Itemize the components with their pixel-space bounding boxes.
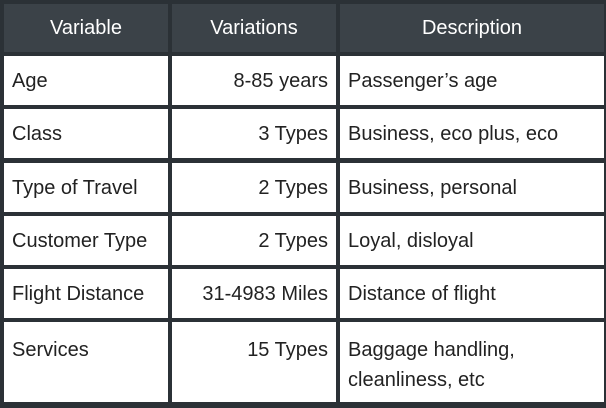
cell-variable: Services: [4, 322, 168, 402]
cell-variable: Flight Distance: [4, 269, 168, 318]
cell-variable: Type of Travel: [4, 163, 168, 212]
cell-description: Business, personal: [340, 163, 604, 212]
cell-variations: 3 Types: [172, 109, 336, 158]
cell-description: Loyal, disloyal: [340, 216, 604, 265]
cell-variations: 31-4983 Miles: [172, 269, 336, 318]
header-description: Description: [340, 4, 604, 52]
cell-description: Passenger’s age: [340, 56, 604, 105]
cell-variations: 15 Types: [172, 322, 336, 402]
header-variations: Variations: [172, 4, 336, 52]
header-variable: Variable: [4, 4, 168, 52]
cell-variable: Class: [4, 109, 168, 158]
cell-variations: 8-85 years: [172, 56, 336, 105]
cell-variable: Age: [4, 56, 168, 105]
cell-description: Distance of flight: [340, 269, 604, 318]
cell-variations: 2 Types: [172, 163, 336, 212]
cell-variable: Customer Type: [4, 216, 168, 265]
cell-description: Business, eco plus, eco: [340, 109, 604, 158]
cell-description: Baggage handling, cleanliness, etc: [340, 322, 604, 402]
cell-variations: 2 Types: [172, 216, 336, 265]
